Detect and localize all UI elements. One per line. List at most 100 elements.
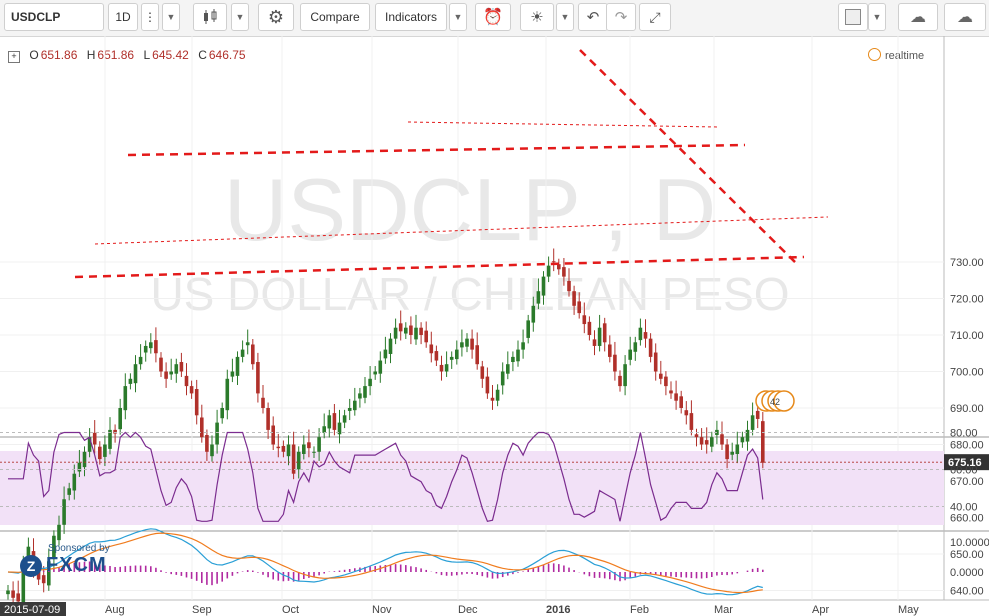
candle-body[interactable] — [296, 451, 301, 470]
candle-body[interactable] — [347, 408, 352, 411]
candle-body[interactable] — [123, 386, 128, 411]
candle-body[interactable] — [317, 437, 321, 452]
candle-body[interactable] — [648, 338, 653, 357]
collapse-legend-icon[interactable]: + — [8, 51, 20, 63]
candle-body[interactable] — [184, 375, 189, 387]
candle-body[interactable] — [286, 444, 291, 457]
candle-body[interactable] — [465, 338, 469, 347]
candle-body[interactable] — [266, 408, 270, 430]
candle-body[interactable] — [730, 451, 734, 455]
undo-icon[interactable]: ↶ — [578, 3, 608, 31]
candle-body[interactable] — [302, 444, 306, 454]
candle-body[interactable] — [138, 356, 143, 365]
gear-icon[interactable]: ⚙ — [258, 3, 294, 31]
candle-body[interactable] — [669, 390, 673, 394]
candle-body[interactable] — [643, 332, 648, 339]
chevron-down-icon[interactable]: ▼ — [556, 3, 574, 31]
candle-body[interactable] — [67, 488, 71, 495]
candle-body[interactable] — [710, 437, 714, 447]
candle-body[interactable] — [541, 276, 546, 296]
candle-body[interactable] — [358, 393, 362, 399]
candle-body[interactable] — [82, 451, 87, 468]
candle-body[interactable] — [98, 446, 102, 460]
candle-body[interactable] — [77, 462, 82, 472]
cloud-upload-icon[interactable]: ☁ — [944, 3, 986, 31]
trendline-top-channel[interactable] — [407, 121, 719, 128]
candle-body[interactable] — [200, 417, 204, 438]
candle-body[interactable] — [455, 349, 459, 360]
candle-body[interactable] — [240, 349, 245, 357]
candle-body[interactable] — [511, 356, 515, 363]
candle-body[interactable] — [353, 400, 357, 411]
candle-body[interactable] — [592, 339, 597, 346]
candle-body[interactable] — [449, 356, 454, 360]
candle-body[interactable] — [409, 325, 413, 335]
candle-body[interactable] — [261, 397, 265, 408]
symbol-search[interactable]: USDCLP — [4, 3, 104, 31]
candle-body[interactable] — [149, 342, 153, 349]
candle-body[interactable] — [699, 437, 704, 445]
candle-body[interactable] — [337, 422, 342, 435]
candle-body[interactable] — [92, 432, 97, 445]
candle-body[interactable] — [664, 376, 668, 387]
candle-body[interactable] — [546, 265, 551, 277]
candle-body[interactable] — [536, 291, 541, 304]
candle-body[interactable] — [761, 421, 765, 463]
candle-body[interactable] — [618, 375, 622, 387]
candle-body[interactable] — [6, 590, 10, 595]
candle-body[interactable] — [495, 389, 500, 401]
chevron-down-icon[interactable]: ▼ — [231, 3, 249, 31]
candle-body[interactable] — [516, 349, 520, 362]
candle-body[interactable] — [460, 342, 464, 348]
candle-body[interactable] — [526, 320, 530, 338]
candle-body[interactable] — [276, 446, 281, 449]
indicators-button[interactable]: Indicators — [375, 3, 447, 31]
candle-body[interactable] — [220, 408, 224, 419]
candle-body[interactable] — [179, 362, 184, 372]
candle-body[interactable] — [679, 396, 683, 408]
candle-body[interactable] — [414, 327, 418, 340]
candle-body[interactable] — [597, 327, 602, 346]
candle-body[interactable] — [256, 362, 260, 394]
macd-signal-line[interactable] — [7, 532, 763, 594]
candle-body[interactable] — [41, 575, 46, 584]
candle-body[interactable] — [623, 364, 627, 387]
candle-body[interactable] — [419, 327, 423, 335]
candle-body[interactable] — [383, 349, 388, 359]
candle-body[interactable] — [750, 415, 755, 430]
candle-body[interactable] — [521, 342, 525, 350]
candle-body[interactable] — [470, 338, 474, 350]
candle-body[interactable] — [113, 429, 117, 434]
candle-body[interactable] — [373, 371, 377, 375]
candle-body[interactable] — [429, 344, 434, 354]
candle-body[interactable] — [638, 327, 643, 341]
candle-body[interactable] — [393, 327, 398, 339]
macd-line[interactable] — [7, 528, 763, 596]
candle-body[interactable] — [36, 568, 41, 580]
chevron-down-icon[interactable]: ▼ — [868, 3, 886, 31]
candle-body[interactable] — [628, 349, 632, 360]
candle-body[interactable] — [582, 315, 587, 325]
candle-body[interactable] — [87, 437, 92, 452]
candle-body[interactable] — [189, 386, 194, 394]
candle-body[interactable] — [103, 444, 107, 457]
candle-body[interactable] — [444, 364, 449, 372]
candle-body[interactable] — [572, 291, 576, 306]
candle-body[interactable] — [613, 354, 617, 372]
candle-body[interactable] — [332, 413, 337, 430]
candle-body[interactable] — [424, 330, 428, 343]
candle-body[interactable] — [633, 342, 638, 352]
candle-body[interactable] — [439, 364, 444, 372]
candle-body[interactable] — [215, 422, 219, 445]
candle-body[interactable] — [47, 561, 51, 586]
candle-body[interactable] — [378, 360, 383, 374]
candle-body[interactable] — [755, 410, 760, 419]
candle-body[interactable] — [551, 261, 556, 263]
candle-body[interactable] — [404, 327, 408, 334]
candle-body[interactable] — [307, 442, 311, 449]
candle-body[interactable] — [434, 351, 439, 361]
candle-body[interactable] — [567, 280, 571, 292]
candle-body[interactable] — [506, 364, 510, 374]
candle-body[interactable] — [291, 444, 296, 474]
